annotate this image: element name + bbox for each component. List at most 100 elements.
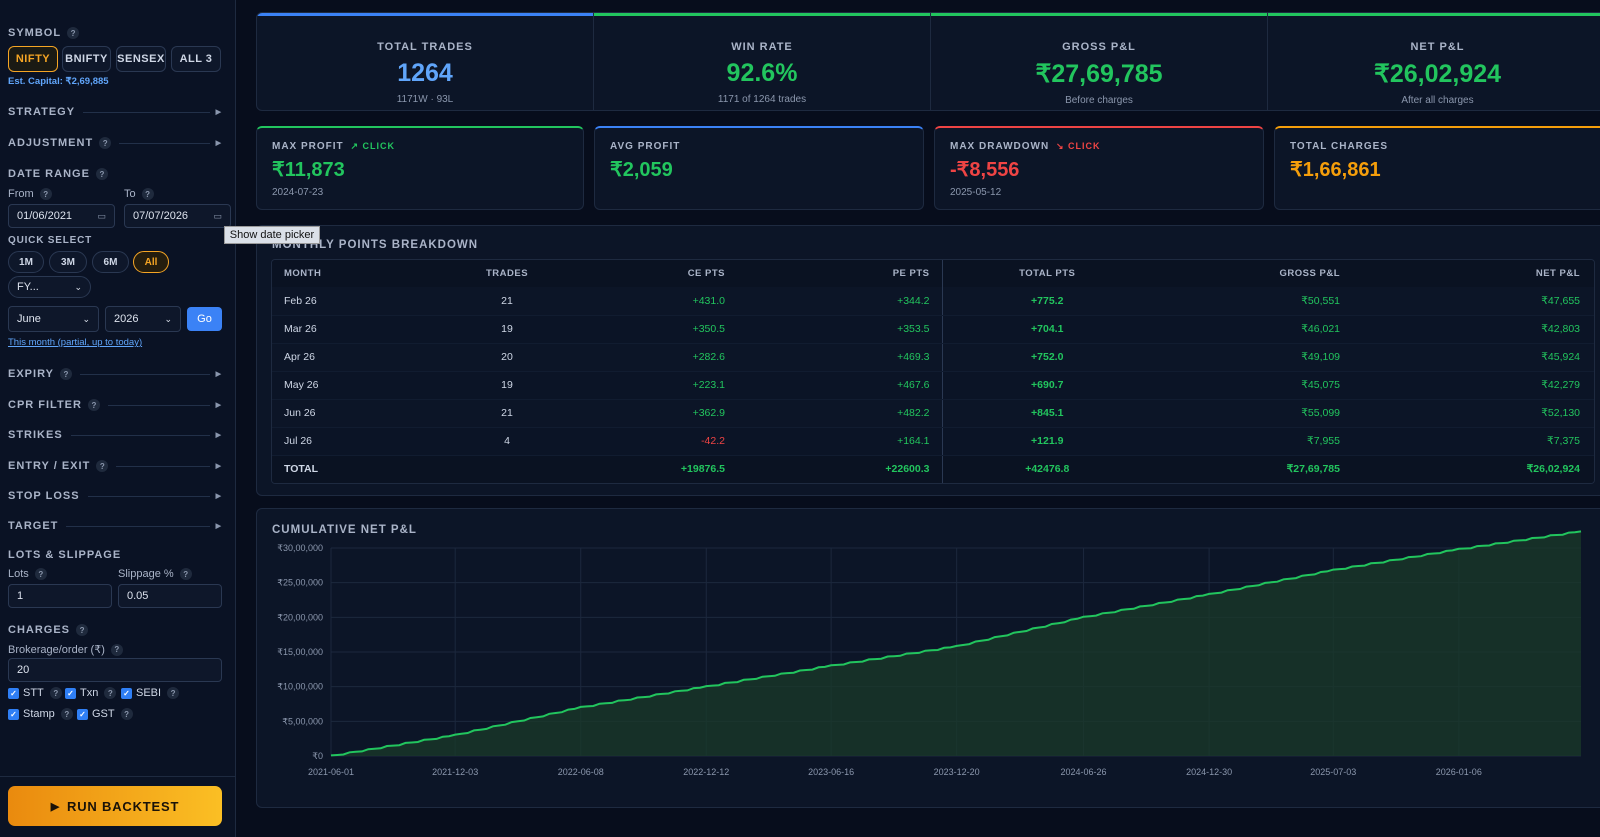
help-icon[interactable]: ? (141, 188, 154, 200)
go-button[interactable]: Go (187, 307, 222, 331)
max-drawdown-click-hint[interactable]: ↘ CLICK (1056, 141, 1101, 151)
check-icon: ✓ (121, 687, 132, 699)
help-icon[interactable]: ? (99, 137, 112, 149)
quick-1m-button[interactable]: 1M (8, 251, 44, 273)
y-tick-label: ₹5,00,000 (282, 716, 323, 726)
table-row: Feb 26 21 +431.0 +344.2 +775.2 ₹50,551 ₹47,655 (272, 287, 1594, 316)
cumulative-pnl-panel: CUMULATIVE NET P&L ₹30,00,000 ₹25,00,000 ₹… (256, 508, 1600, 808)
from-date-input[interactable]: 01/06/2021 ▭ (8, 204, 115, 228)
table-row: May 26 19 +223.1 +467.6 +690.7 ₹45,075 ₹42,279 (272, 371, 1594, 400)
expiry-section[interactable]: EXPIRY? ▶ (8, 368, 222, 380)
help-icon[interactable]: ? (76, 624, 89, 636)
pe-pts-cell: +469.3 (737, 343, 943, 372)
x-tick-label: 2024-12-30 (1186, 767, 1232, 777)
kpi-net-pnl: NET P&L ₹26,02,924 After all charges (1373, 41, 1502, 106)
trades-cell (392, 454, 622, 483)
help-icon[interactable]: ? (179, 568, 192, 580)
symbol-nifty-button[interactable]: NIFTY (8, 46, 58, 72)
gross-pnl-cell: ₹49,109 (1152, 343, 1352, 372)
symbol-bnifty-button[interactable]: BNIFTY (62, 46, 111, 72)
monthly-table: MONTH TRADES CE PTS PE PTS TOTAL PTS GRO… (272, 260, 1594, 483)
quick-6m-button[interactable]: 6M (92, 251, 129, 273)
strategy-section[interactable]: STRATEGY ▶ (8, 106, 222, 118)
calendar-icon[interactable]: ▭ (213, 210, 222, 221)
quick-all-button[interactable]: All (133, 251, 169, 273)
max-drawdown-card[interactable]: MAX DRAWDOWN ↘ CLICK -₹8,556 2025-05-12 (934, 126, 1264, 210)
help-icon[interactable]: ? (95, 168, 108, 180)
caret-right-icon: ▶ (215, 523, 222, 530)
x-tick-label: 2021-06-01 (308, 767, 354, 777)
gst-checkbox[interactable]: ✓ GST? (77, 708, 133, 720)
stt-checkbox[interactable]: ✓ STT? (8, 687, 62, 699)
trades-cell: 21 (392, 399, 622, 428)
stamp-checkbox[interactable]: ✓ Stamp? (8, 708, 73, 720)
adjustment-section[interactable]: ADJUSTMENT? ▶ (8, 137, 222, 149)
quick-3m-button[interactable]: 3M (49, 251, 87, 273)
x-tick-label: 2022-12-12 (683, 767, 729, 777)
help-icon[interactable]: ? (87, 399, 100, 411)
target-section[interactable]: TARGET ▶ (8, 520, 222, 532)
year-select[interactable]: 2026 ⌄ (105, 306, 181, 332)
entry-exit-section[interactable]: ENTRY / EXIT? ▶ (8, 460, 222, 472)
lots-label: Lots? (8, 568, 47, 580)
calendar-icon[interactable]: ▭ (97, 210, 106, 221)
gross-pnl-cell: ₹7,955 (1152, 427, 1352, 456)
help-icon[interactable]: ? (104, 687, 117, 699)
net-pnl-cell: ₹42,803 (1352, 315, 1594, 344)
symbol-sensex-button[interactable]: SENSEX (116, 46, 166, 72)
date-picker-tooltip: Show date picker (224, 226, 320, 244)
y-tick-label: ₹25,00,000 (277, 578, 323, 588)
divider (0, 776, 236, 777)
stop-loss-section[interactable]: STOP LOSS ▶ (8, 490, 222, 502)
table-row: Apr 26 20 +282.6 +469.3 +752.0 ₹49,109 ₹45,924 (272, 343, 1594, 372)
max-profit-card[interactable]: MAX PROFIT ↗ CLICK ₹11,873 2024-07-23 (256, 126, 584, 210)
run-backtest-button[interactable]: ▶ RUN BACKTEST (8, 786, 222, 826)
fy-select[interactable]: FY... ⌄ (8, 276, 91, 298)
pe-pts-cell: +344.2 (737, 287, 943, 316)
kpi-gross-pnl: GROSS P&L ₹27,69,785 Before charges (931, 13, 1268, 110)
chart-title: CUMULATIVE NET P&L (272, 524, 417, 536)
brokerage-input[interactable]: 20 (8, 658, 222, 682)
x-tick-label: 2022-06-08 (558, 767, 604, 777)
check-icon: ✓ (77, 708, 88, 720)
help-icon[interactable]: ? (110, 643, 123, 656)
help-icon[interactable]: ? (67, 27, 80, 39)
x-tick-label: 2023-06-16 (808, 767, 854, 777)
slippage-label: Slippage %? (118, 568, 192, 580)
caret-right-icon: ▶ (215, 371, 222, 378)
cpr-filter-section[interactable]: CPR FILTER? ▶ (8, 399, 222, 411)
help-icon[interactable]: ? (60, 708, 73, 720)
lots-input[interactable]: 1 (8, 584, 112, 608)
help-icon[interactable]: ? (59, 368, 72, 380)
txn-checkbox[interactable]: ✓ Txn? (65, 687, 117, 699)
monthly-table-wrap: MONTH TRADES CE PTS PE PTS TOTAL PTS GRO… (271, 259, 1595, 484)
y-tick-label: ₹0 (312, 751, 323, 761)
total-pts-cell: +752.0 (942, 343, 1152, 372)
monthly-breakdown-panel: MONTHLY POINTS BREAKDOWN MONTH TRADES CE… (256, 225, 1600, 496)
table-row: Jun 26 21 +362.9 +482.2 +845.1 ₹55,099 ₹52,130 (272, 399, 1594, 428)
help-icon[interactable]: ? (96, 460, 109, 472)
strikes-section[interactable]: STRIKES ▶ (8, 429, 222, 441)
sidebar: SYMBOL? NIFTY BNIFTY SENSEX ALL 3 Est. C… (0, 0, 320, 837)
date-range-section: DATE RANGE? (8, 168, 222, 180)
help-icon[interactable]: ? (49, 687, 62, 699)
sebi-checkbox[interactable]: ✓ SEBI? (121, 687, 180, 699)
help-icon[interactable]: ? (120, 708, 133, 720)
total-pts-cell: +690.7 (942, 371, 1152, 400)
help-icon[interactable]: ? (167, 687, 180, 699)
pe-pts-cell: +353.5 (737, 315, 943, 344)
net-pnl-cell: ₹26,02,924 (1352, 454, 1594, 483)
help-icon[interactable]: ? (39, 188, 52, 200)
area-fill (331, 531, 1581, 756)
x-tick-label: 2021-12-03 (432, 767, 478, 777)
symbol-all-button[interactable]: ALL 3 (171, 46, 221, 72)
help-icon[interactable]: ? (34, 568, 47, 580)
month-select[interactable]: June ⌄ (8, 306, 99, 332)
slippage-input[interactable]: 0.05 (118, 584, 222, 608)
pe-pts-cell: +164.1 (737, 427, 943, 456)
this-month-link[interactable]: This month (partial, up to today) (8, 337, 143, 348)
max-profit-click-hint[interactable]: ↗ CLICK (350, 141, 395, 151)
month-cell: May 26 (272, 371, 392, 400)
check-icon: ✓ (8, 708, 19, 720)
to-date-input[interactable]: 07/07/2026 ▭ (124, 204, 231, 228)
